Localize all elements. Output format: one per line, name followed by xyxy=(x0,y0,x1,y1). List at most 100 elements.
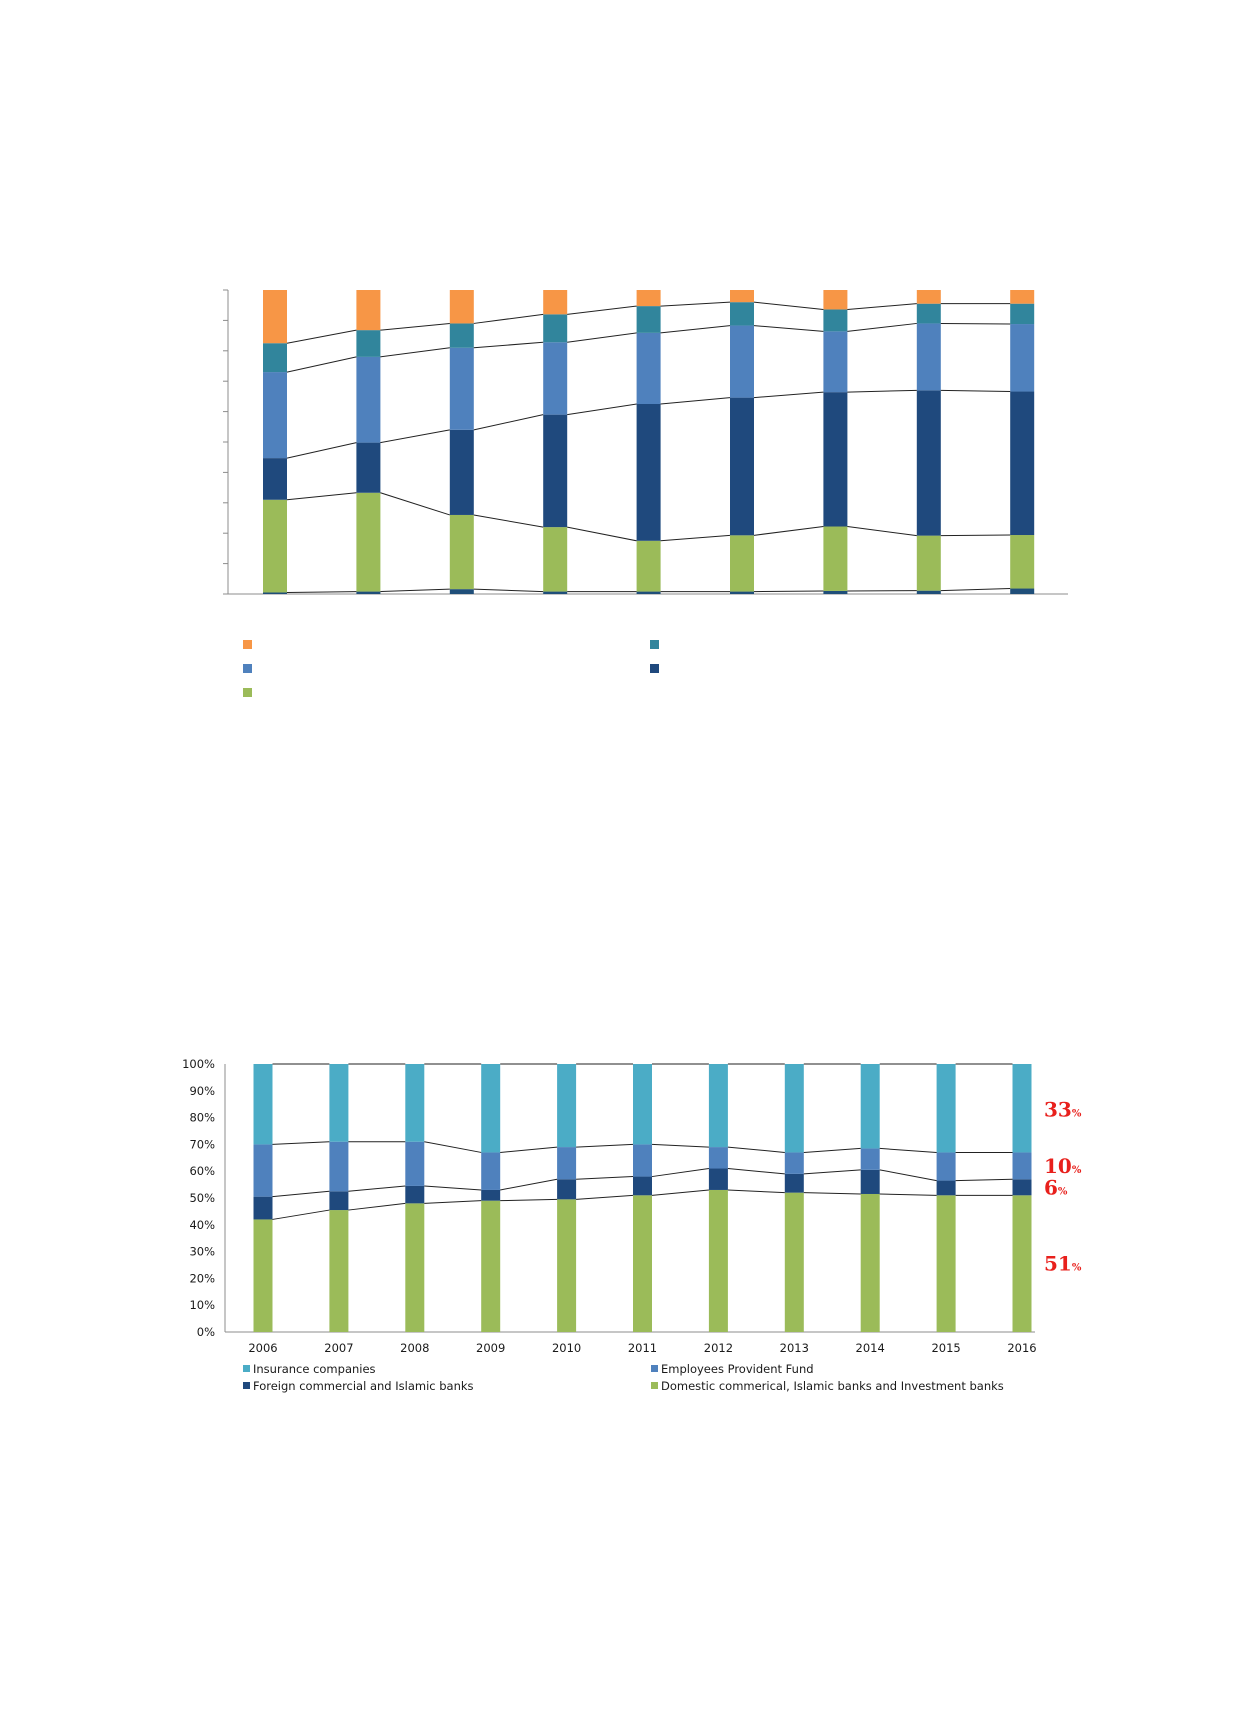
series-connector-line xyxy=(380,323,449,330)
series-connector-line xyxy=(652,1144,709,1147)
bar-segment xyxy=(823,290,847,309)
bar-segment xyxy=(450,348,474,430)
bottom-stacked-percent-chart: 0% 10% 20% 30% 40% 50% 60% 70% 80% 90% 100% 2006 200… xyxy=(0,1030,1238,1530)
bar-segment xyxy=(254,1219,273,1332)
bar-segment xyxy=(356,493,380,592)
series-connector-line xyxy=(287,330,356,343)
series-connector-line xyxy=(287,592,356,593)
series-connector-line xyxy=(273,1142,330,1145)
series-connector-line xyxy=(273,1191,330,1196)
series-connector-line xyxy=(880,1194,937,1195)
bar-segment xyxy=(917,536,941,591)
bar-segment xyxy=(405,1064,424,1142)
bar-segment xyxy=(481,1152,500,1190)
bar-segment xyxy=(633,1177,652,1196)
bar-segment xyxy=(709,1147,728,1168)
bar-segment xyxy=(254,1197,273,1220)
series-connector-line xyxy=(804,1170,861,1174)
bar-segment xyxy=(1013,1152,1032,1179)
series-connector-line xyxy=(941,390,1010,391)
series-connector-line xyxy=(661,302,730,306)
share-annotation: 10% xyxy=(1044,1154,1082,1178)
series-connector-line xyxy=(500,1147,557,1152)
series-connector-line xyxy=(754,392,823,397)
bar-segment xyxy=(329,1191,348,1210)
series-connector-line xyxy=(567,404,636,415)
x-tick-label: 2009 xyxy=(476,1341,505,1355)
bar-segment xyxy=(1010,304,1034,324)
series-connector-line xyxy=(804,1193,861,1194)
series-connector-line xyxy=(567,527,636,541)
bar-segment xyxy=(329,1064,348,1142)
series-connector-line xyxy=(576,1177,633,1180)
bar-segment xyxy=(637,290,661,306)
series-connector-line xyxy=(287,357,356,372)
bar-segment xyxy=(637,306,661,333)
series-connector-line xyxy=(380,493,449,515)
series-connector-line xyxy=(661,535,730,540)
bar-segment xyxy=(785,1193,804,1332)
bar-segment xyxy=(937,1152,956,1180)
series-connector-line xyxy=(474,314,543,323)
x-tick-label: 2014 xyxy=(856,1341,885,1355)
bar-segment xyxy=(823,392,847,526)
series-connector-line xyxy=(287,443,356,459)
bar-segment xyxy=(637,333,661,404)
x-tick-label: 2012 xyxy=(704,1341,733,1355)
series-connector-line xyxy=(754,326,823,332)
bar-segment xyxy=(450,589,474,594)
bar-segment xyxy=(709,1190,728,1332)
series-connector-line xyxy=(804,1148,861,1152)
series-connector-line xyxy=(956,1179,1013,1180)
bar-segment xyxy=(405,1203,424,1332)
y-tick-label: 40% xyxy=(189,1218,215,1232)
bar-segment xyxy=(861,1064,880,1148)
y-tick-label: 70% xyxy=(189,1137,215,1151)
series-connector-line xyxy=(287,493,356,500)
legend-swatch xyxy=(650,664,659,673)
bar-segment xyxy=(861,1148,880,1169)
bar-segment xyxy=(823,591,847,594)
bar-segment xyxy=(730,592,754,594)
bar-segment xyxy=(917,323,941,390)
bar-segment xyxy=(785,1152,804,1173)
bar-segment xyxy=(450,430,474,515)
legend-swatch xyxy=(651,1365,658,1372)
bar-segment xyxy=(1010,589,1034,594)
y-tick-label: 50% xyxy=(189,1191,215,1205)
bar-segment xyxy=(917,390,941,535)
series-connector-line xyxy=(847,304,916,310)
series-connector-line xyxy=(474,415,543,430)
series-connector-line xyxy=(661,398,730,404)
legend-label: Domestic commerical, Islamic banks and I… xyxy=(661,1379,1004,1393)
series-connector-line xyxy=(652,1169,709,1177)
bar-segment xyxy=(917,591,941,594)
share-annotation: 51% xyxy=(1044,1252,1082,1276)
bar-segment xyxy=(263,592,287,594)
series-connector-line xyxy=(500,1179,557,1190)
bar-segment xyxy=(861,1170,880,1194)
series-connector-line xyxy=(754,302,823,309)
series-connector-line xyxy=(576,1144,633,1147)
bar-segment xyxy=(356,443,380,493)
series-connector-line xyxy=(567,306,636,314)
share-annotation: 33% xyxy=(1044,1098,1082,1122)
series-connector-line xyxy=(847,323,916,331)
bar-segment xyxy=(356,290,380,330)
series-connector-line xyxy=(500,1199,557,1200)
y-tick-label: 100% xyxy=(182,1057,215,1071)
bar-segment xyxy=(917,304,941,324)
bar-segment xyxy=(709,1169,728,1190)
series-connector-line xyxy=(880,1170,937,1181)
bar-segment xyxy=(329,1142,348,1192)
bar-segment xyxy=(709,1064,728,1147)
legend-swatch xyxy=(651,1382,658,1389)
series-connector-line xyxy=(880,1148,937,1152)
series-connector-line xyxy=(652,1190,709,1195)
series-connector-line xyxy=(424,1201,481,1204)
bar-segment xyxy=(937,1195,956,1332)
bar-segment xyxy=(254,1144,273,1196)
legend-swatch xyxy=(243,664,252,673)
bar-segment xyxy=(637,541,661,592)
bar-segment xyxy=(450,323,474,347)
